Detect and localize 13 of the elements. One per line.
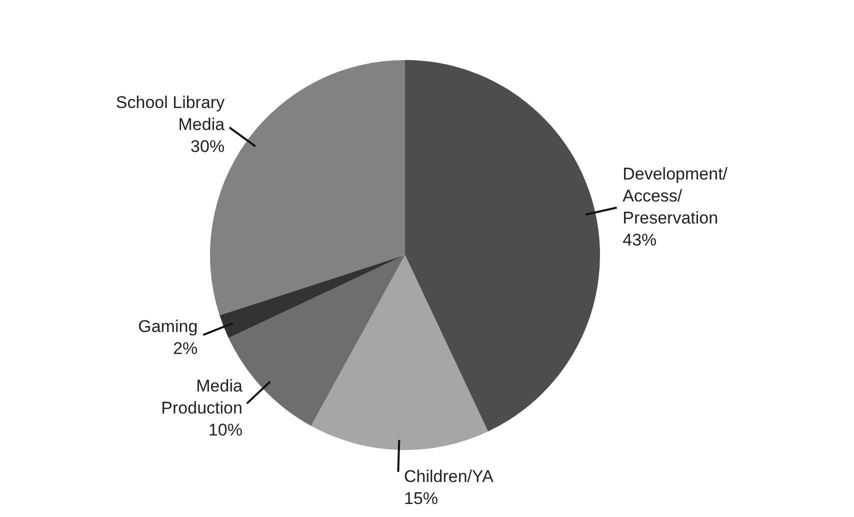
slice-label: School Library Media [116,92,226,134]
data-label: 30% [190,136,225,156]
pie-slice [311,255,488,450]
pie-slice [220,255,405,338]
slice-label: Children/YA [404,466,494,486]
data-label: 10% [208,420,242,440]
slice-label: Development/ Access/ Preservation [622,164,728,228]
slice-label: Gaming [138,317,198,336]
data-label: 43% [622,230,657,250]
data-label: 15% [404,488,438,508]
pie-slice [405,60,600,432]
slice-label: Media Production [161,376,243,418]
data-label: 2% [173,339,198,358]
